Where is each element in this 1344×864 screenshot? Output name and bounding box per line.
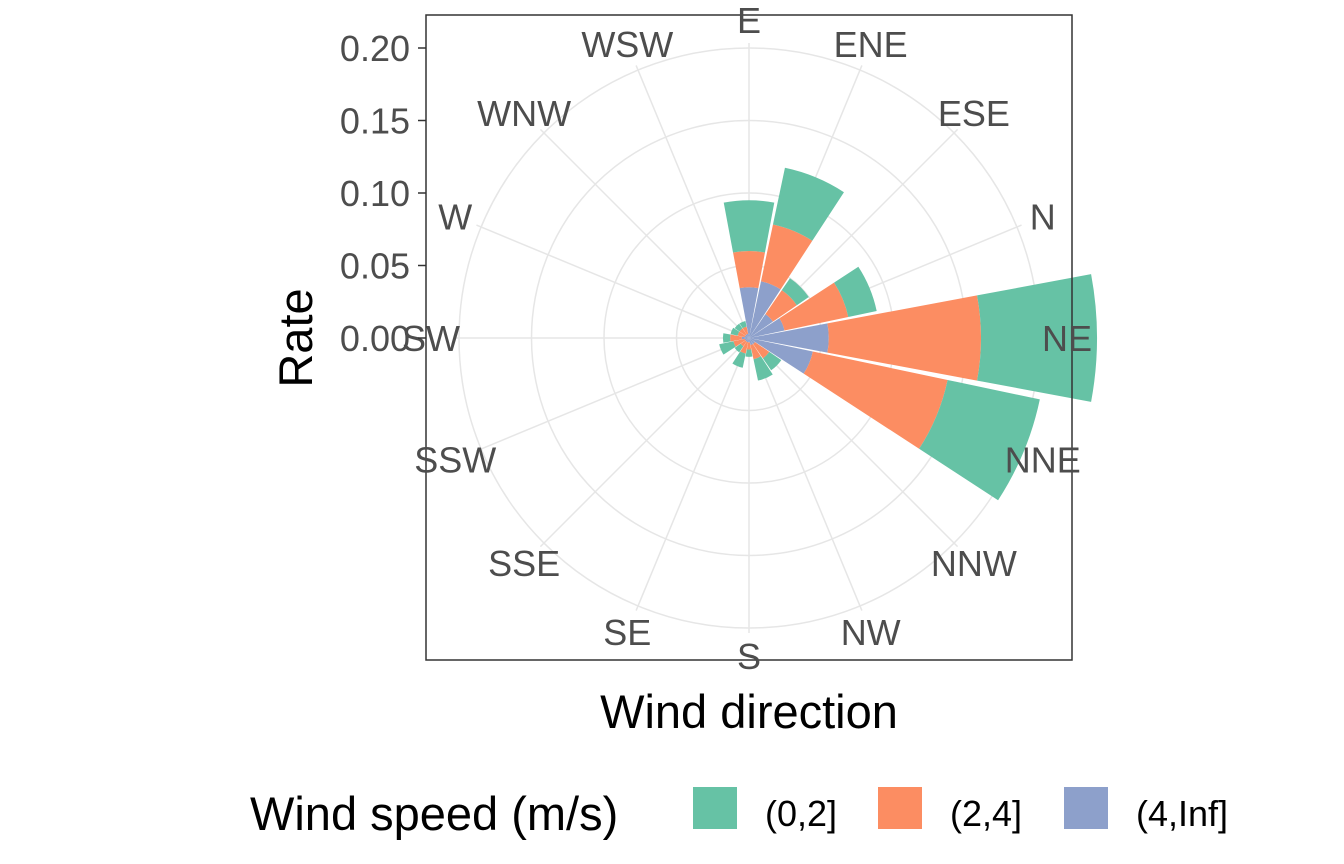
grid-spoke <box>748 337 863 611</box>
direction-label: W <box>438 196 472 237</box>
legend: Wind speed (m/s) (0,2] (2,4] (4,Inf] <box>250 787 1228 840</box>
bar-segment <box>739 328 747 336</box>
grid-spoke <box>635 65 750 339</box>
direction-label: WSW <box>581 24 673 65</box>
bar-segment <box>746 342 752 350</box>
bar-segment <box>723 200 775 253</box>
bar-segment <box>745 349 753 357</box>
bar-segment <box>760 224 813 290</box>
bar-segment <box>739 287 759 338</box>
bar-segment <box>803 351 948 449</box>
legend-label: (2,4] <box>950 793 1022 834</box>
bar-segment <box>746 338 749 343</box>
direction-label: NNE <box>1005 440 1081 481</box>
bar-segment <box>772 167 844 241</box>
bar-segment <box>732 351 746 368</box>
bar-segment <box>734 323 743 332</box>
bar-segment <box>719 341 736 355</box>
direction-label: SSW <box>414 440 496 481</box>
bar-segment <box>744 338 749 341</box>
grid-spoke <box>476 337 750 452</box>
legend-key <box>693 787 737 829</box>
bar-segment <box>765 290 797 322</box>
bar-segment <box>750 344 761 360</box>
bar-segment <box>753 342 770 359</box>
bar-segment <box>977 274 1097 402</box>
bar-segment <box>730 327 740 336</box>
bar-segment <box>762 351 782 371</box>
direction-label: NE <box>1042 318 1092 359</box>
grid-spoke <box>635 337 750 611</box>
y-tick-label: 0.15 <box>340 101 410 142</box>
bar-segment <box>919 379 1040 501</box>
direction-label: WNW <box>477 93 571 134</box>
y-axis-ticks: 0.00 0.05 0.10 0.15 0.20 <box>340 28 426 359</box>
bar-segment <box>749 318 785 338</box>
bar-segment <box>733 250 765 289</box>
bar-segment <box>748 338 750 343</box>
wind-rose-bars <box>719 167 1097 501</box>
direction-label: N <box>1030 196 1056 237</box>
y-tick-label: 0.20 <box>340 28 410 69</box>
direction-label: SSE <box>488 543 560 584</box>
direction-label: NW <box>841 612 901 653</box>
legend-label: (4,Inf] <box>1136 793 1228 834</box>
grid-spoke <box>476 224 750 339</box>
bar-segment <box>753 356 773 381</box>
bar-segment <box>745 334 749 338</box>
bar-segment <box>742 326 749 335</box>
bar-segment <box>779 282 849 331</box>
x-axis-title: Wind direction <box>600 685 898 738</box>
legend-key <box>1064 787 1108 829</box>
bar-segment <box>749 281 781 338</box>
bar-segment <box>722 333 731 343</box>
bar-segment <box>749 338 753 346</box>
direction-label: NNW <box>931 543 1017 584</box>
grid-spoke <box>539 337 750 548</box>
bar-segment <box>741 336 749 340</box>
y-tick-label: 0.10 <box>340 173 410 214</box>
direction-label: S <box>737 636 761 677</box>
direction-label: ENE <box>834 24 908 65</box>
bar-segment <box>749 314 773 338</box>
direction-label: ESE <box>938 93 1010 134</box>
bar-segment <box>730 334 742 342</box>
legend-label: (0,2] <box>765 793 837 834</box>
bar-segment <box>745 338 749 342</box>
bar-segment <box>733 338 746 347</box>
bar-segment <box>834 266 877 318</box>
bar-segment <box>740 340 747 347</box>
direction-label: SE <box>603 612 651 653</box>
bar-segment <box>734 343 744 353</box>
legend-title: Wind speed (m/s) <box>250 787 618 840</box>
bar-segment <box>749 338 813 374</box>
direction-label: SW <box>402 318 460 359</box>
legend-key <box>878 787 922 829</box>
y-axis-title: Rate <box>269 288 322 387</box>
bar-segment <box>739 320 747 329</box>
bar-segment <box>737 331 746 338</box>
bar-segment <box>749 338 755 344</box>
bar-segment <box>781 278 809 306</box>
grid-spoke <box>539 128 750 339</box>
y-tick-label: 0.05 <box>340 246 410 287</box>
bar-segment <box>746 333 749 338</box>
bar-segment <box>827 295 981 381</box>
direction-label: E <box>737 0 761 41</box>
bar-segment <box>740 341 749 354</box>
grid-spoke <box>748 337 959 548</box>
bar-segment <box>744 335 749 338</box>
bar-segment <box>749 323 829 353</box>
y-tick-label: 0.00 <box>340 318 410 359</box>
